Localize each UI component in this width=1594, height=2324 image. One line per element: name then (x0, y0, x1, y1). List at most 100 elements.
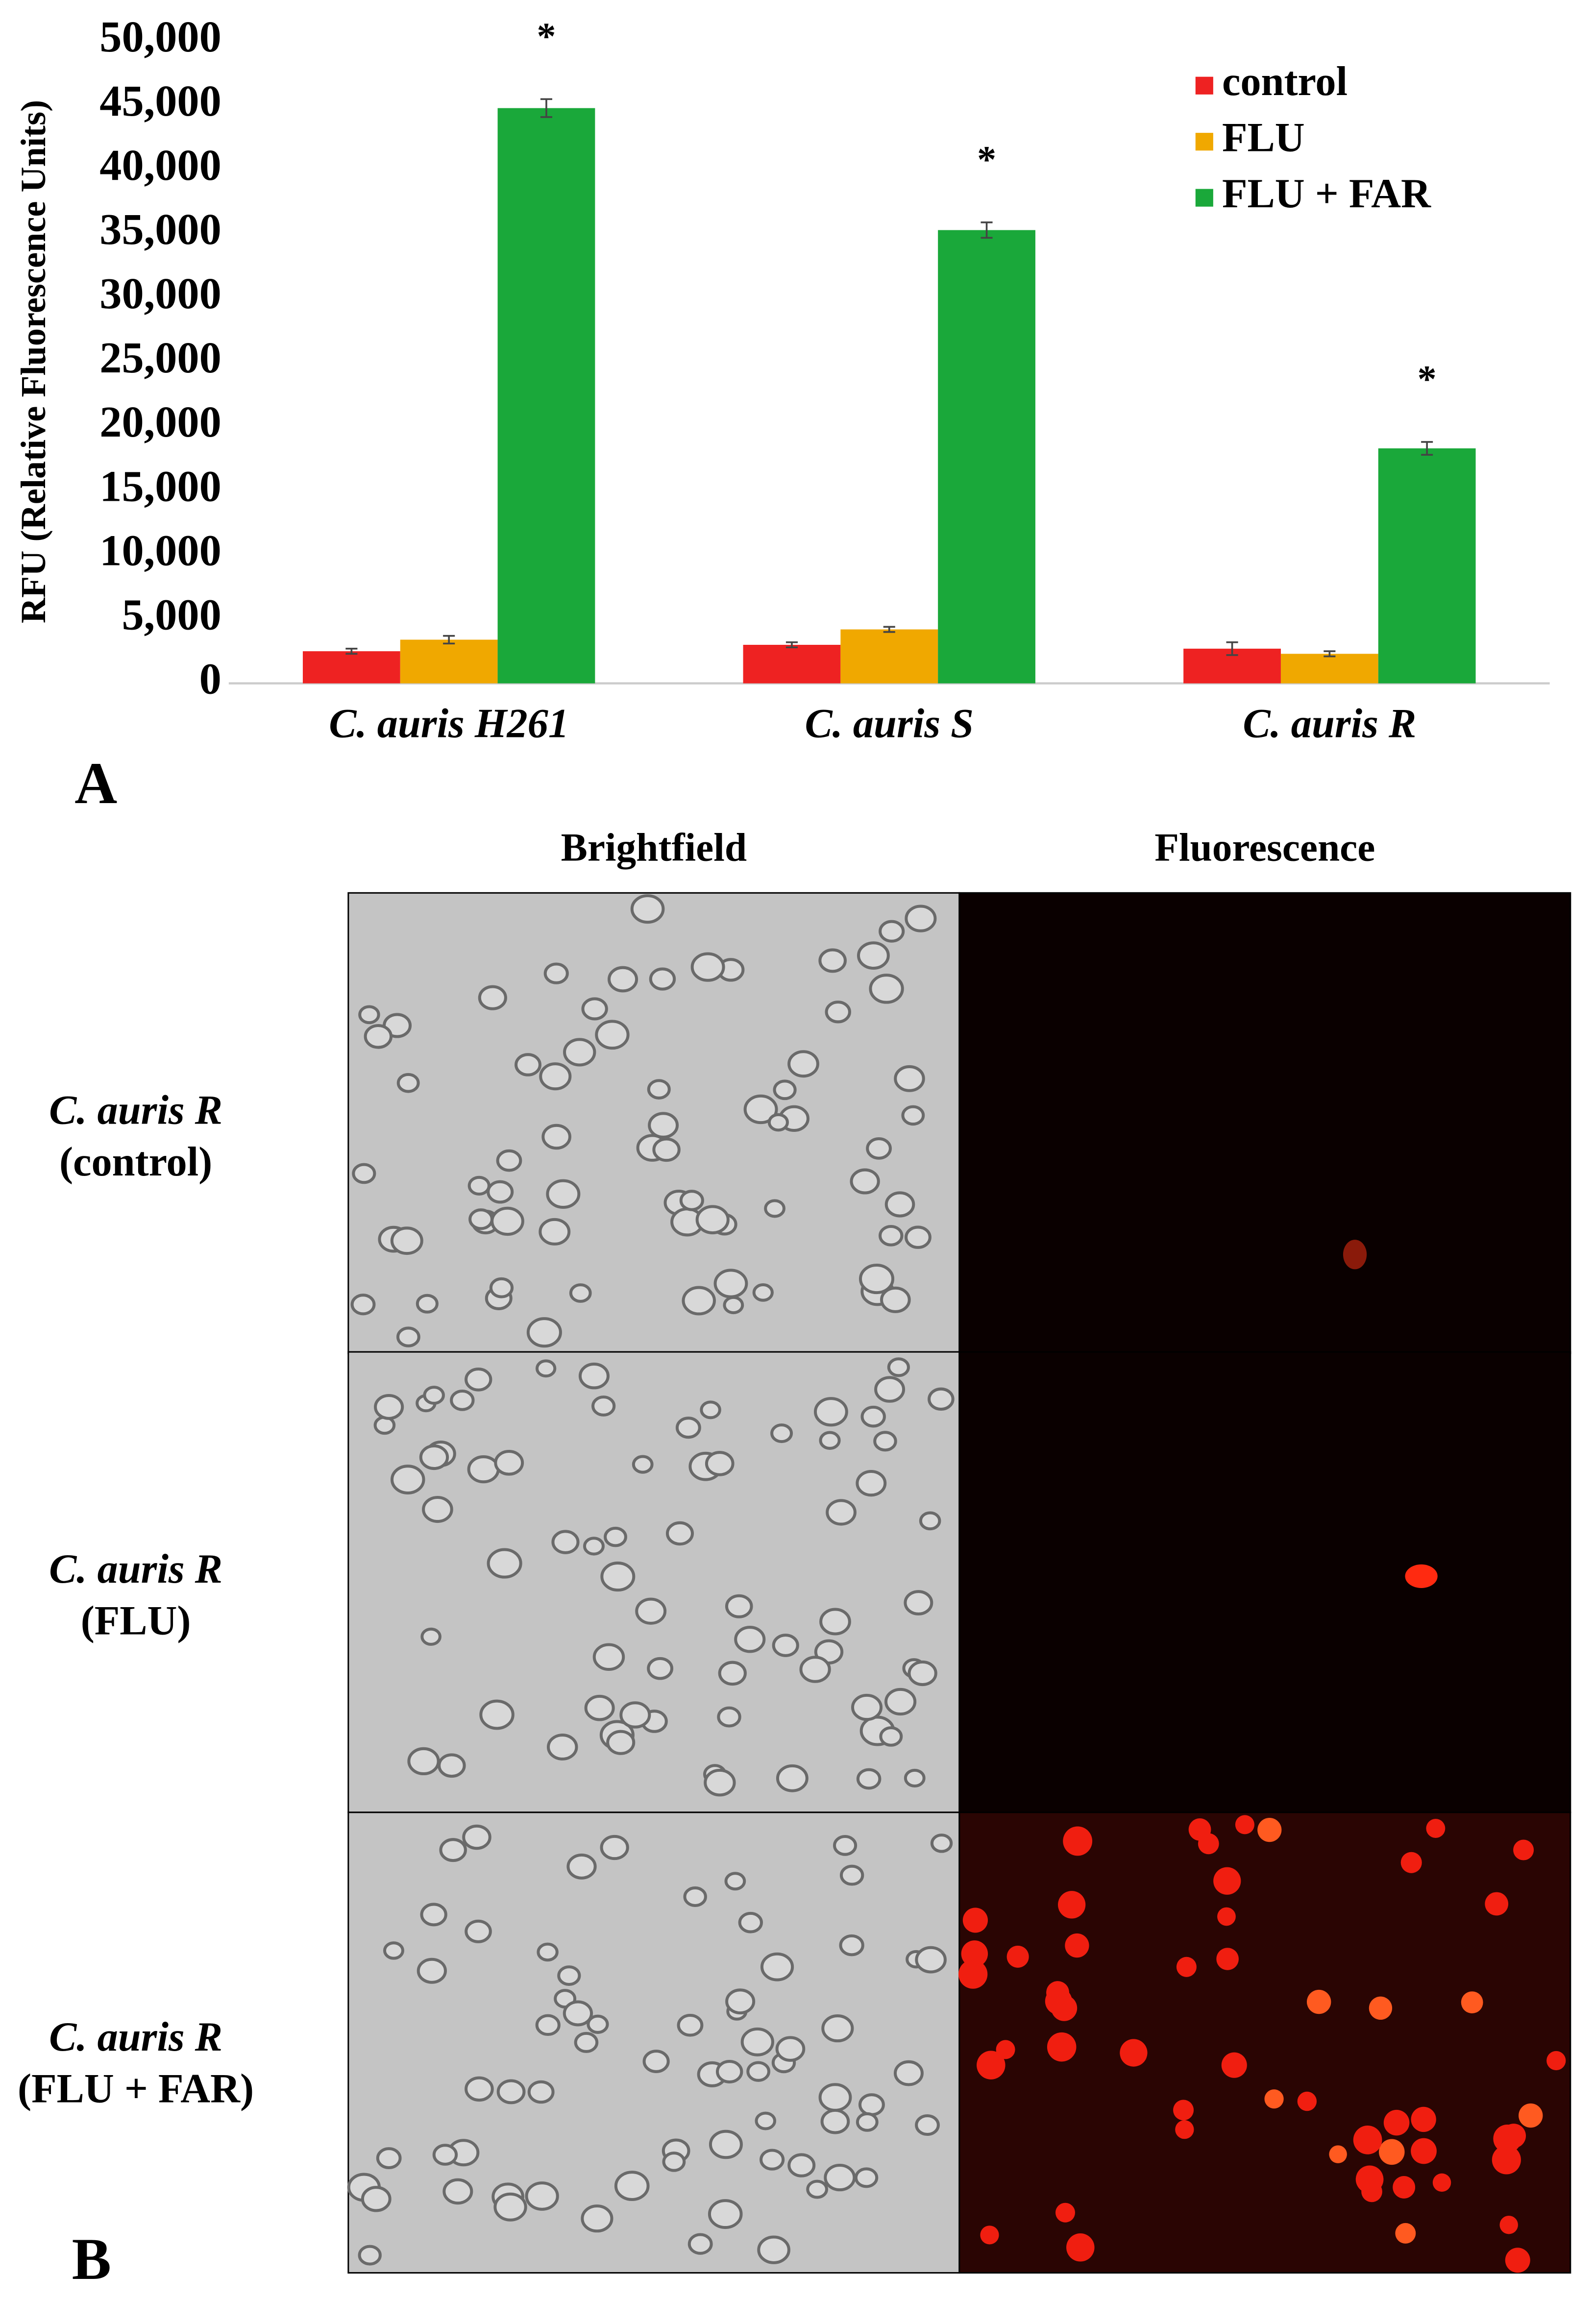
row-label: (control) (59, 1139, 212, 1185)
y-tick-label: 25,000 (99, 333, 221, 382)
fluorescent-cell (1405, 1564, 1438, 1588)
fluorescent-cell (1213, 1867, 1241, 1895)
cell (490, 1206, 524, 1236)
cell (374, 1394, 404, 1420)
legend-swatch (1195, 76, 1213, 95)
fluorescent-cell (977, 2051, 1005, 2079)
cell (813, 1397, 848, 1427)
error-bar (345, 648, 358, 655)
cell (824, 2163, 856, 2192)
legend-label: control (1222, 59, 1348, 104)
cell (718, 1661, 747, 1686)
fluorescent-cell (1257, 1818, 1282, 1842)
cell (755, 2111, 777, 2130)
image-background (958, 1351, 1571, 1813)
cell (635, 1597, 667, 1625)
cell (649, 967, 676, 991)
cell (391, 1465, 425, 1495)
cell (839, 1864, 864, 1886)
fluorescent-cell (1217, 1907, 1236, 1926)
cell (826, 1499, 857, 1526)
cell (775, 2036, 806, 2062)
cell (489, 1277, 514, 1298)
cell (919, 1511, 941, 1531)
cell (465, 1367, 492, 1392)
cell (773, 1079, 797, 1101)
cell (493, 2192, 527, 2222)
cell (420, 1903, 447, 1927)
cell (767, 1113, 789, 1132)
y-tick-label: 15,000 (99, 461, 221, 511)
cell (690, 952, 725, 982)
fluorescent-cell (1065, 1933, 1089, 1958)
fluorescent-cell (1055, 2202, 1075, 2223)
cell (820, 2108, 850, 2134)
fluorescent-cell (1395, 2223, 1416, 2244)
cell (662, 2152, 686, 2172)
cell (772, 1634, 799, 1657)
fluorescent-cell (980, 2226, 999, 2245)
cell (600, 1835, 629, 1860)
significance-marker: * (977, 138, 996, 180)
cell (407, 1747, 440, 1776)
cell (879, 1726, 903, 1747)
cell (866, 1137, 892, 1160)
cell (930, 1834, 953, 1853)
fluorescent-cell (1355, 2165, 1384, 2194)
cell (717, 1706, 741, 1728)
bar (497, 108, 595, 684)
cell (423, 1386, 445, 1405)
cell (465, 1919, 492, 1943)
fluorescent-cell (1176, 1957, 1197, 1977)
fluorescent-cell (1411, 2138, 1437, 2164)
column-header: Fluorescence (1154, 826, 1375, 870)
error-bar (785, 641, 798, 649)
image-background (347, 1811, 960, 2274)
cell (839, 1934, 864, 1957)
fluorescent-cell (961, 1940, 988, 1967)
fluorescent-cell (1519, 2103, 1543, 2128)
cell (708, 2199, 743, 2229)
fluorescent-cell (1063, 1826, 1093, 1856)
cell (535, 1359, 557, 1378)
cell (819, 1431, 841, 1450)
cell (819, 1608, 851, 1636)
cell (821, 2014, 854, 2043)
image-background (958, 892, 1571, 1354)
cell (376, 2147, 402, 2169)
cell (439, 1838, 467, 1862)
cell (752, 1283, 774, 1302)
cell (740, 2027, 774, 2056)
cell (760, 2149, 785, 2171)
bar (743, 644, 841, 684)
error-bar (1324, 650, 1336, 658)
cell (515, 1053, 541, 1076)
cell (928, 1387, 955, 1411)
cell (887, 1357, 910, 1377)
brightfield-image (347, 1351, 960, 1813)
cell (396, 1073, 420, 1093)
cell (854, 2167, 879, 2188)
cell (419, 1444, 449, 1470)
cell (724, 1872, 746, 1891)
cell (665, 1521, 694, 1546)
cell (581, 2204, 613, 2233)
cell (700, 1400, 721, 1419)
cell (557, 1965, 581, 1986)
fluorescent-cell (1492, 2145, 1521, 2175)
cell (874, 1376, 906, 1403)
cell (682, 1286, 716, 1316)
cell (679, 1190, 704, 1211)
cell (879, 1224, 904, 1247)
cell (894, 1065, 925, 1092)
fluorescent-cell (1297, 2091, 1317, 2111)
cell (746, 2061, 771, 2082)
cell (904, 1590, 933, 1615)
cell (850, 1168, 880, 1195)
bar (400, 639, 498, 684)
cell (442, 2178, 473, 2205)
cell (563, 1038, 596, 1067)
fluorescent-cell (1499, 2216, 1518, 2234)
cell (539, 1218, 571, 1246)
fluorescent-cell (958, 1959, 988, 1989)
